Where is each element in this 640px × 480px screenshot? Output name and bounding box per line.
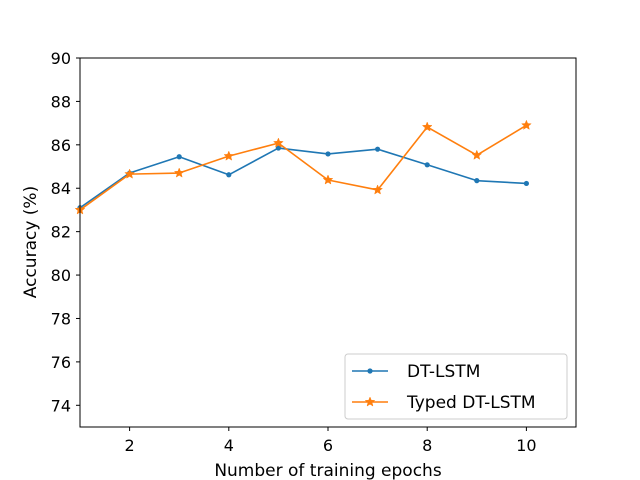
series-1 [77, 145, 530, 211]
data-point [421, 121, 433, 132]
x-tick-label: 8 [422, 436, 432, 455]
data-point [273, 137, 284, 148]
y-tick-label: 86 [51, 136, 71, 155]
x-tick-label: 10 [516, 436, 536, 455]
series-2 [74, 119, 532, 215]
y-tick-label: 88 [51, 92, 71, 111]
y-tick-label: 74 [51, 396, 71, 415]
series-line [79, 147, 527, 209]
y-tick-label: 90 [51, 49, 71, 68]
data-point [176, 154, 182, 160]
data-point [325, 151, 331, 157]
legend-label: DT-LSTM [407, 362, 480, 382]
data-point [226, 172, 232, 178]
data-point [173, 167, 185, 178]
x-tick-label: 6 [323, 436, 333, 455]
data-point [322, 174, 334, 185]
y-tick-label: 82 [51, 223, 71, 242]
data-point [375, 146, 381, 152]
data-point [372, 184, 383, 195]
legend: DT-LSTM Typed DT-LSTM [344, 353, 568, 420]
y-axis-label: Accuracy (%) [21, 186, 41, 298]
y-tick-label: 80 [51, 266, 71, 285]
legend-box [344, 353, 568, 420]
data-point [523, 180, 530, 187]
y-tick-label: 84 [51, 179, 71, 198]
data-point [275, 145, 281, 151]
data-point [124, 168, 135, 179]
x-tick-label: 2 [125, 436, 135, 455]
data-point [424, 162, 430, 168]
data-point [471, 149, 483, 160]
legend-item: Typed DT-LSTM [352, 393, 536, 413]
data-point [474, 178, 480, 184]
legend-item: DT-LSTM [352, 362, 480, 382]
y-tick-label: 78 [51, 309, 71, 328]
legend-marker [367, 368, 373, 374]
data-point [223, 150, 235, 161]
legend-label: Typed DT-LSTM [406, 393, 536, 413]
x-tick-label: 4 [224, 436, 234, 455]
y-tick-label: 76 [51, 353, 71, 372]
legend-marker [364, 396, 376, 407]
series-line [79, 124, 527, 211]
data-point [521, 119, 532, 130]
x-axis-label: Number of training epochs [214, 461, 442, 480]
